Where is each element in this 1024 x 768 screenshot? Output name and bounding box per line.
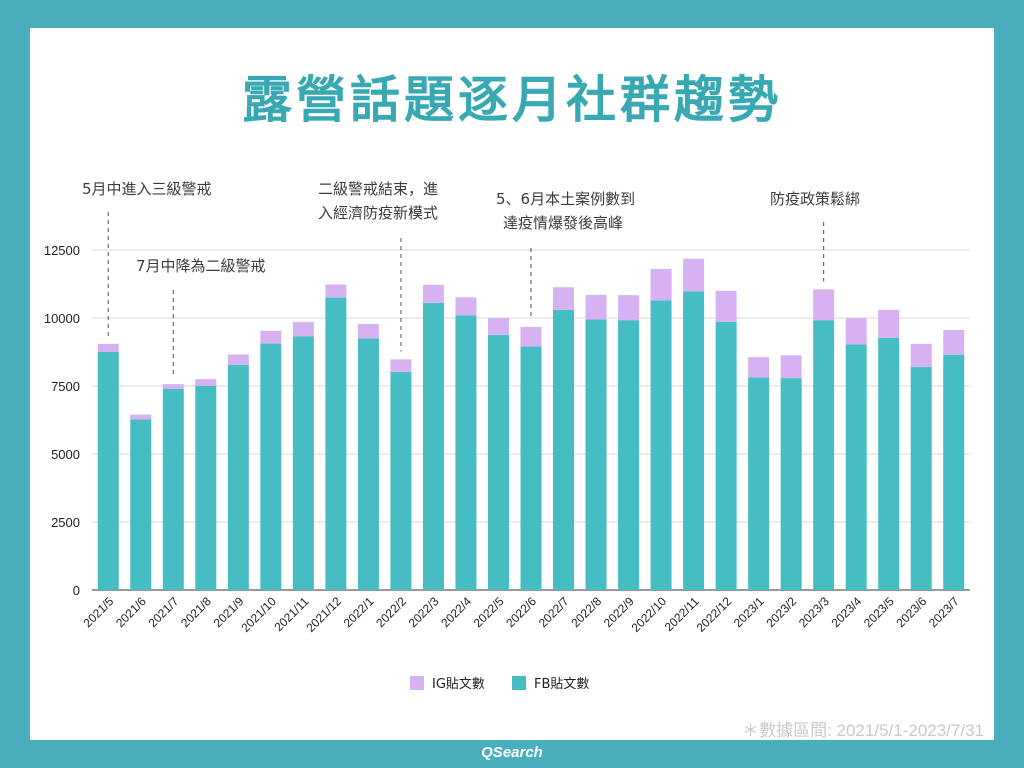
ig-bar (618, 295, 640, 321)
x-tick-label: 2022/4 (438, 594, 474, 630)
fb-bar (487, 334, 509, 590)
y-tick-label: 10000 (44, 311, 80, 326)
y-tick-label: 0 (73, 583, 80, 598)
ig-bar (97, 343, 119, 352)
x-tick-label: 2023/6 (893, 594, 929, 630)
fb-bar (585, 319, 607, 590)
x-tick-label: 2021/10 (238, 594, 279, 635)
ig-bar (715, 290, 737, 322)
fb-bar (683, 291, 705, 590)
fb-bar (227, 364, 249, 590)
x-tick-label: 2021/6 (113, 594, 149, 630)
ig-bar (813, 289, 835, 321)
fb-bar (813, 320, 835, 590)
x-tick-label: 2022/8 (568, 594, 604, 630)
x-tick-label: 2021/5 (81, 594, 117, 630)
source-note: ＊數據區間: 2021/5/1-2023/7/31 (742, 721, 984, 740)
x-tick-label: 2023/2 (763, 594, 799, 630)
x-tick-label: 2023/1 (731, 594, 767, 630)
page-title: 露營話題逐月社群趨勢 (242, 71, 782, 129)
legend-label-ig: IG貼文數 (432, 677, 485, 692)
fb-bar (650, 300, 672, 590)
fb-bar (845, 344, 867, 590)
x-tick-label: 2021/7 (146, 594, 182, 630)
fb-bar (715, 321, 737, 590)
ig-bar (553, 287, 575, 310)
annotation-2022-6-line2: 達疫情爆發後高峰 (503, 214, 624, 232)
x-tick-label: 2022/3 (406, 594, 442, 630)
ig-bar (780, 355, 802, 379)
fb-bar (748, 377, 770, 590)
y-tick-label: 2500 (51, 515, 80, 530)
annotation-2021-7: 7月中降為二級警戒 (136, 257, 266, 275)
x-tick-label: 2022/12 (694, 594, 735, 635)
ig-bar (748, 357, 770, 378)
ig-bar (650, 269, 672, 301)
annotation-2022-6-line1: 5、6月本土案例數到 (496, 190, 636, 208)
y-tick-label: 7500 (51, 379, 80, 394)
ig-bar (487, 318, 509, 335)
x-tick-label: 2022/5 (471, 594, 507, 630)
fb-bar (325, 297, 347, 590)
ig-bar (325, 284, 347, 298)
fb-bar (455, 315, 477, 590)
fb-bar (97, 352, 119, 590)
ig-bar (422, 284, 444, 303)
fb-bar (390, 371, 412, 590)
ig-bar (195, 379, 217, 386)
annotation-2023-3: 防疫政策鬆綁 (770, 190, 861, 208)
ig-bar (845, 318, 867, 345)
ig-bar (130, 414, 152, 420)
fb-bar (260, 343, 282, 590)
fb-bar (292, 336, 314, 590)
x-tick-label: 2022/7 (536, 594, 572, 630)
x-tick-label: 2023/4 (828, 594, 864, 630)
x-tick-label: 2021/12 (303, 594, 344, 635)
fb-bar (943, 354, 965, 590)
annotation-2022-2-line1: 二級警戒結束，進 (318, 180, 439, 198)
ig-bar (585, 294, 607, 320)
fb-bar (357, 338, 379, 590)
ig-bar (357, 323, 379, 339)
ig-bar (390, 359, 412, 372)
x-tick-label: 2023/7 (926, 594, 962, 630)
annotation-2022-2-line2: 入經濟防疫新模式 (318, 204, 439, 222)
fb-bar (520, 346, 542, 590)
ig-bar (455, 297, 477, 316)
x-tick-label: 2023/3 (796, 594, 832, 630)
x-tick-label: 2023/5 (861, 594, 897, 630)
ig-bar (292, 322, 314, 337)
fb-bar (162, 388, 184, 590)
fb-bar (195, 386, 217, 590)
fb-bar (878, 337, 900, 590)
fb-bar (130, 419, 152, 590)
brand-footer: QSearch (481, 744, 543, 761)
legend-swatch-ig (410, 676, 424, 690)
x-tick-label: 2021/8 (178, 594, 214, 630)
fb-bar (553, 309, 575, 590)
legend-label-fb: FB貼文數 (534, 677, 589, 692)
ig-bar (162, 384, 184, 389)
legend-swatch-fb (512, 676, 526, 690)
x-tick-label: 2022/10 (629, 594, 670, 635)
y-tick-label: 5000 (51, 447, 80, 462)
ig-bar (260, 330, 282, 344)
ig-bar (520, 326, 542, 347)
x-tick-label: 2022/1 (341, 594, 377, 630)
ig-bar (227, 354, 249, 365)
y-tick-label: 12500 (44, 243, 80, 258)
ig-bar (878, 309, 900, 338)
x-tick-label: 2022/6 (503, 594, 539, 630)
fb-bar (422, 302, 444, 590)
x-tick-label: 2022/2 (373, 594, 409, 630)
fb-bar (780, 378, 802, 590)
fb-bar (910, 366, 932, 590)
ig-bar (910, 343, 932, 367)
ig-bar (943, 329, 965, 355)
ig-bar (683, 258, 705, 292)
fb-bar (618, 320, 640, 590)
annotation-2021-5: 5月中進入三級警戒 (82, 180, 212, 198)
